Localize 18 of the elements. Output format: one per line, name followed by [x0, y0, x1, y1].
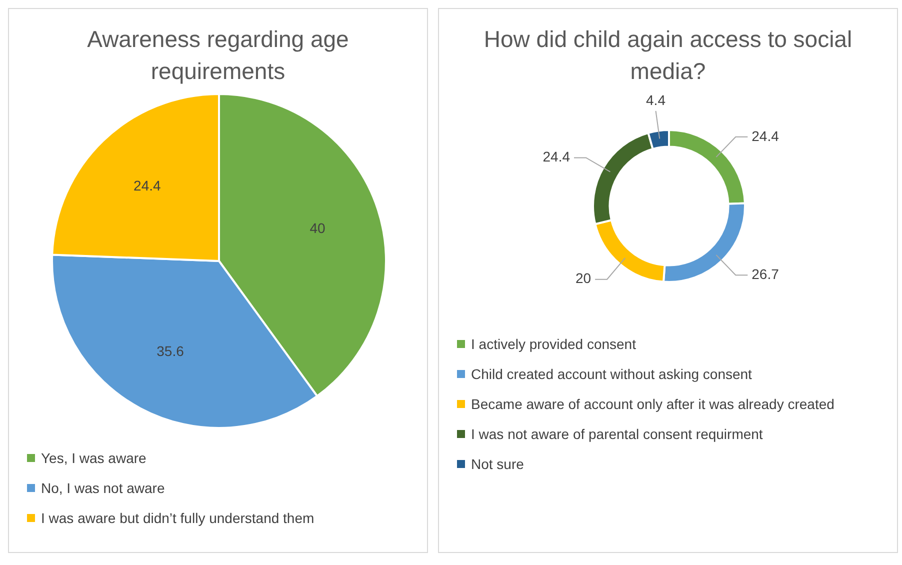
chart-title: How did child again access to social media? [482, 25, 854, 86]
data-label: 26.7 [752, 266, 780, 282]
data-label: 4.4 [646, 92, 666, 108]
legend-label: Became aware of account only after it was already created [471, 395, 834, 413]
data-label: 20 [575, 270, 592, 286]
legend-label: I actively provided consent [471, 335, 636, 353]
legend-label: I was not aware of parental consent requirment [471, 425, 763, 443]
legend-label: I was aware but didn’t fully understand them [41, 509, 314, 527]
data-label: 40 [310, 220, 326, 236]
legend-label: No, I was not aware [41, 479, 165, 497]
legend-label: Yes, I was aware [41, 449, 146, 467]
legend-label: Child created account without asking consent [471, 365, 752, 383]
data-label: 24.4 [542, 148, 570, 165]
chart-title: Awareness regarding age requirements [86, 25, 350, 86]
data-label: 24.4 [752, 128, 780, 144]
data-label: 24.4 [134, 177, 162, 194]
data-label: 35.6 [156, 343, 184, 360]
legend-label: Not sure [471, 455, 524, 473]
